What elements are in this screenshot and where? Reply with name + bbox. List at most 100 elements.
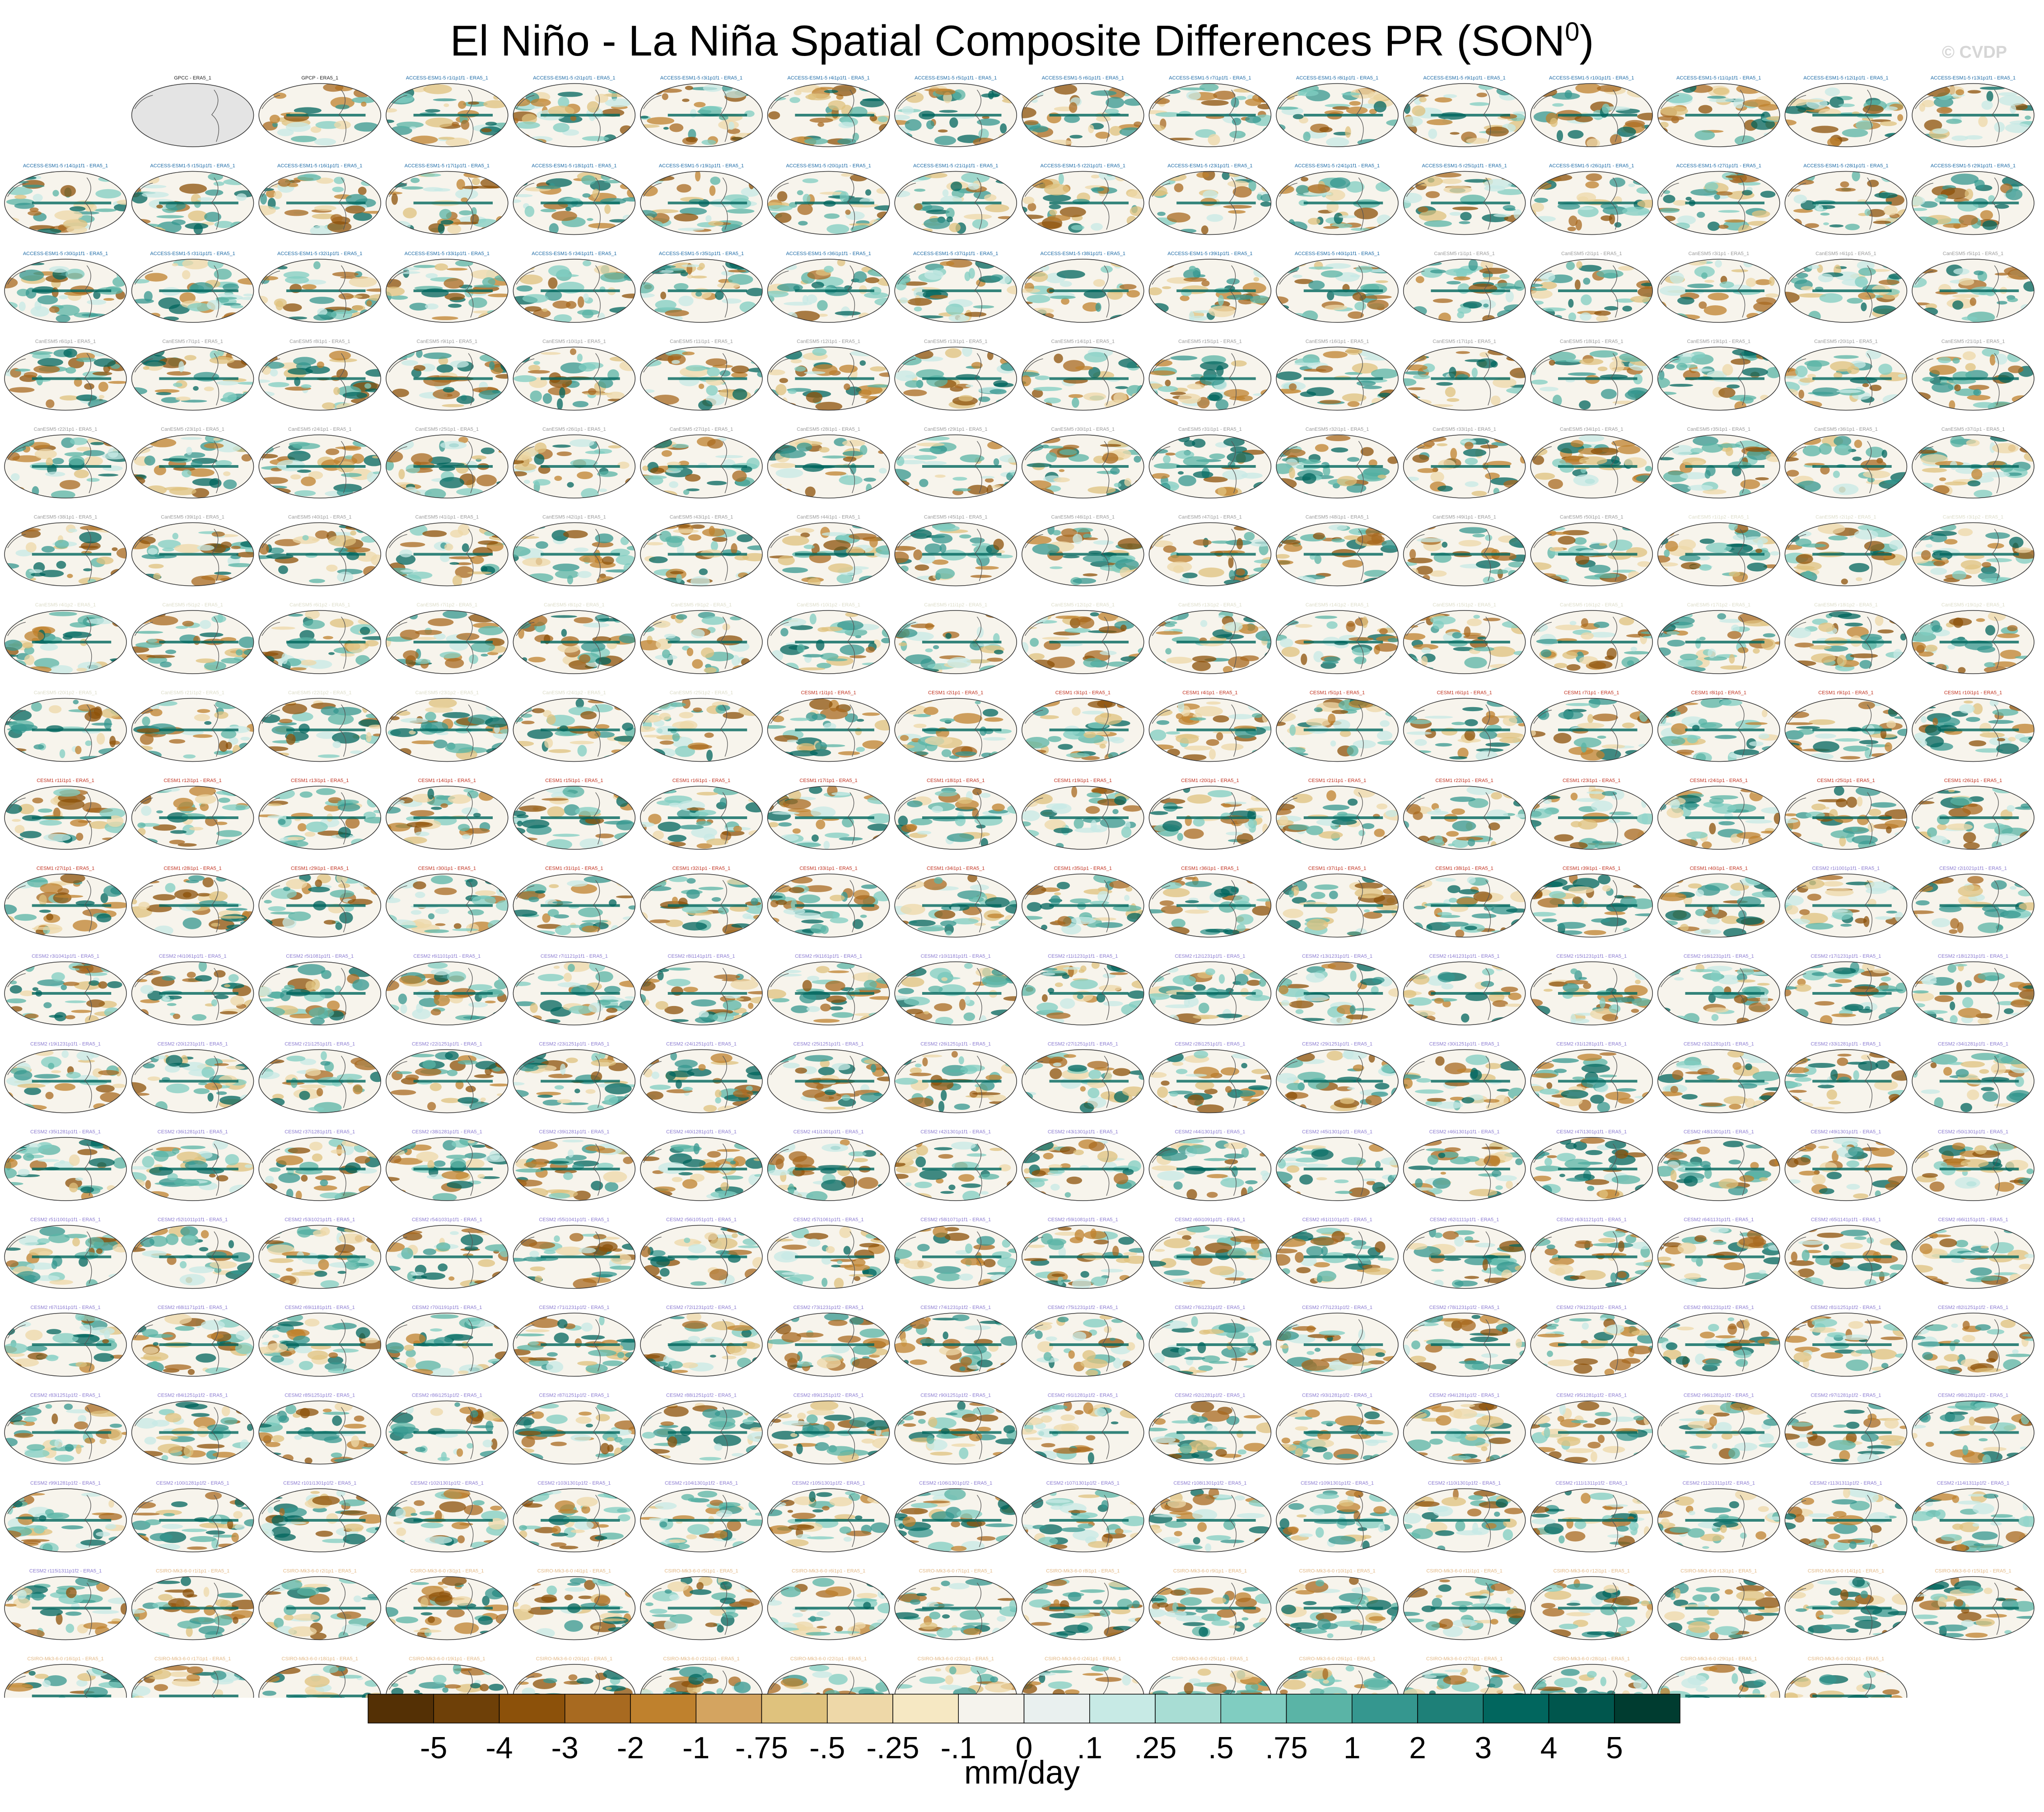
- panel-title: CanESM5 r42i1p1 - ERA5_1: [542, 515, 606, 520]
- map-panel: CESM2 r35i1281p1f1 - ERA5_1: [4, 1129, 127, 1201]
- panel-title: CanESM5 r44i1p1 - ERA5_1: [797, 515, 860, 520]
- panel-title: CESM2 r51i1001p1f1 - ERA5_1: [30, 1217, 101, 1223]
- panel-title: CESM2 r88i1251p1f2 - ERA5_1: [666, 1393, 737, 1398]
- panel-title: CESM2 r49i1301p1f1 - ERA5_1: [1811, 1129, 1881, 1135]
- panel-title: CESM2 r19i1231p1f1 - ERA5_1: [30, 1042, 101, 1047]
- map-panel: CESM2 r93i1281p1f2 - ERA5_1: [1276, 1393, 1399, 1465]
- map-panel: ACCESS-ESM1-5 r8i1p1f1 - ERA5_1: [1276, 75, 1399, 147]
- panel-title: ACCESS-ESM1-5 r39i1p1f1 - ERA5_1: [1167, 251, 1252, 256]
- panel-title: CSIRO-Mk3-6-0 r16i1p1 - ERA5_1: [27, 1656, 103, 1662]
- panel-title: CESM2 r15i1231p1f1 - ERA5_1: [1556, 954, 1627, 959]
- panel-title: CESM2 r67i1161p1f1 - ERA5_1: [30, 1305, 100, 1310]
- panel-title: CESM1 r16i1p1 - ERA5_1: [672, 778, 730, 783]
- panel-title: CESM2 r95i1281p1f2 - ERA5_1: [1556, 1393, 1627, 1398]
- map-panel: ACCESS-ESM1-5 r16i1p1f1 - ERA5_1: [258, 163, 381, 235]
- panel-title: CSIRO-Mk3-6-0 r3i1p1 - ERA5_1: [410, 1569, 484, 1574]
- panel-title: CanESM5 r13i1p1 - ERA5_1: [924, 339, 988, 345]
- panel-title: CESM1 r38i1p1 - ERA5_1: [1435, 866, 1493, 871]
- panel-title: CESM2 r30i1251p1f1 - ERA5_1: [1429, 1042, 1500, 1047]
- panel-title: CanESM5 r6i1p2 - ERA5_1: [289, 602, 350, 608]
- map-panel: CESM2 r82i1251p1f2 - ERA5_1: [1912, 1305, 2035, 1377]
- panel-title: ACCESS-ESM1-5 r22i1p1f1 - ERA5_1: [1041, 163, 1125, 169]
- panel-title: ACCESS-ESM1-5 r14i1p1f1 - ERA5_1: [23, 163, 108, 169]
- colorbar-swatch: [368, 1694, 434, 1723]
- panel-title: CanESM5 r16i1p2 - ERA5_1: [1560, 602, 1624, 608]
- panel-title: CanESM5 r9i1p2 - ERA5_1: [671, 602, 732, 608]
- panel-title: CESM2 r56i1051p1f1 - ERA5_1: [666, 1217, 737, 1223]
- map-panel: ACCESS-ESM1-5 r33i1p1f1 - ERA5_1: [386, 251, 509, 323]
- panel-title: CESM2 r57i1061p1f1 - ERA5_1: [793, 1217, 864, 1223]
- panel-title: CanESM5 r3i1p1 - ERA5_1: [1689, 251, 1750, 256]
- map-panel: CSIRO-Mk3-6-0 r11i1p1 - ERA5_1: [1403, 1569, 1526, 1640]
- map-panel: CanESM5 r41i1p1 - ERA5_1: [386, 515, 509, 587]
- map-panel: CESM2 r60i1091p1f1 - ERA5_1: [1148, 1217, 1272, 1289]
- map-panel: CSIRO-Mk3-6-0 r1i1p1 - ERA5_1: [131, 1569, 254, 1640]
- panel-title: CESM2 r79i1231p1f2 - ERA5_1: [1556, 1305, 1627, 1310]
- map-panel: ACCESS-ESM1-5 r3i1p1f1 - ERA5_1: [640, 75, 763, 147]
- panel-title: ACCESS-ESM1-5 r26i1p1f1 - ERA5_1: [1549, 163, 1634, 169]
- panel-title: CESM2 r87i1251p1f2 - ERA5_1: [539, 1393, 609, 1398]
- panel-title: CanESM5 r13i1p2 - ERA5_1: [1178, 602, 1242, 608]
- panel-title: CESM2 r59i1081p1f1 - ERA5_1: [1048, 1217, 1118, 1223]
- panel-title: ACCESS-ESM1-5 r24i1p1f1 - ERA5_1: [1295, 163, 1380, 169]
- map-panel: CanESM5 r15i1p2 - ERA5_1: [1403, 602, 1526, 674]
- panel-title: CanESM5 r10i1p1 - ERA5_1: [542, 339, 606, 345]
- panel-title: CanESM5 r23i1p1 - ERA5_1: [161, 427, 224, 432]
- panel-title: CESM2 r114i1311p1f2 - ERA5_1: [1937, 1481, 2009, 1486]
- panel-title: ACCESS-ESM1-5 r10i1p1f1 - ERA5_1: [1549, 75, 1634, 81]
- panel-title: CESM2 r66i1151p1f1 - ERA5_1: [1938, 1217, 2008, 1223]
- colorbar-tick-label: 1: [1344, 1731, 1361, 1765]
- map-panel: CESM1 r37i1p1 - ERA5_1: [1276, 866, 1399, 938]
- panel-title: CanESM5 r24i1p2 - ERA5_1: [542, 690, 606, 696]
- panel-title: CESM1 r27i1p1 - ERA5_1: [37, 866, 94, 871]
- panel-title: CESM2 r8i1141p1f1 - ERA5_1: [668, 954, 735, 959]
- panel-title: ACCESS-ESM1-5 r2i1p1f1 - ERA5_1: [533, 75, 615, 81]
- panel-title: CESM1 r29i1p1 - ERA5_1: [291, 866, 349, 871]
- panel-title: CESM1 r17i1p1 - ERA5_1: [799, 778, 857, 783]
- panel-title: CESM2 r13i1231p1f1 - ERA5_1: [1302, 954, 1372, 959]
- panel-title: CanESM5 r16i1p1 - ERA5_1: [1306, 339, 1369, 345]
- panel-title: CESM1 r30i1p1 - ERA5_1: [418, 866, 476, 871]
- panel-title: CSIRO-Mk3-6-0 r11i1p1 - ERA5_1: [1426, 1569, 1503, 1574]
- map-panel: CanESM5 r6i1p1 - ERA5_1: [4, 339, 127, 411]
- map-panel: CESM2 r51i1001p1f1 - ERA5_1: [4, 1217, 127, 1289]
- panel-title: CESM2 r50i1301p1f1 - ERA5_1: [1938, 1129, 2008, 1135]
- panel-title: CESM2 r84i1251p1f2 - ERA5_1: [158, 1393, 228, 1398]
- panel-title: CESM1 r40i1p1 - ERA5_1: [1690, 866, 1748, 871]
- map-panel: CESM1 r15i1p1 - ERA5_1: [513, 778, 636, 850]
- panel-title: CESM2 r20i1231p1f1 - ERA5_1: [158, 1042, 228, 1047]
- map-panel: CESM1 r27i1p1 - ERA5_1: [4, 866, 127, 938]
- panel-title: CanESM5 r12i1p1 - ERA5_1: [797, 339, 860, 345]
- panel-title: CanESM5 r11i1p2 - ERA5_1: [924, 602, 987, 608]
- map-panel: CESM2 r41i1301p1f1 - ERA5_1: [767, 1129, 890, 1201]
- panel-title: CESM1 r28i1p1 - ERA5_1: [163, 866, 221, 871]
- panel-title: CESM2 r34i1281p1f1 - ERA5_1: [1938, 1042, 2008, 1047]
- map-panel: CanESM5 r15i1p1 - ERA5_1: [1148, 339, 1272, 411]
- panel-title: CESM2 r101i1301p1f2 - ERA5_1: [283, 1481, 356, 1486]
- panel-title: CESM2 r74i1231p1f2 - ERA5_1: [920, 1305, 991, 1310]
- colorbar-tick-label: -.75: [735, 1731, 788, 1765]
- map-panel: CESM2 r29i1251p1f1 - ERA5_1: [1276, 1042, 1399, 1113]
- map-panel: ACCESS-ESM1-5 r14i1p1f1 - ERA5_1: [4, 163, 127, 235]
- panel-title: CanESM5 r35i1p1 - ERA5_1: [1687, 427, 1750, 432]
- panel-title: CESM2 r16i1231p1f1 - ERA5_1: [1684, 954, 1754, 959]
- map-panel: CESM2 r73i1231p1f2 - ERA5_1: [767, 1305, 890, 1377]
- map-panel: CESM1 r22i1p1 - ERA5_1: [1403, 778, 1526, 850]
- map-panel: CanESM5 r1i1p2 - ERA5_1: [1657, 515, 1780, 587]
- panel-title: CESM1 r14i1p1 - ERA5_1: [418, 778, 476, 783]
- panel-title: CESM2 r37i1281p1f1 - ERA5_1: [285, 1129, 355, 1135]
- panel-title: CESM2 r40i1281p1f1 - ERA5_1: [666, 1129, 737, 1135]
- panel-title: ACCESS-ESM1-5 r28i1p1f1 - ERA5_1: [1803, 163, 1888, 169]
- panel-title: CSIRO-Mk3-6-0 r21i1p1 - ERA5_1: [663, 1656, 739, 1662]
- map-panel: CSIRO-Mk3-6-0 r18i1p1 - ERA5_1: [258, 1656, 381, 1698]
- map-panel: ACCESS-ESM1-5 r28i1p1f1 - ERA5_1: [1784, 163, 1908, 235]
- panel-title: CESM1 r2i1p1 - ERA5_1: [928, 690, 983, 696]
- map-panel: CESM1 r38i1p1 - ERA5_1: [1403, 866, 1526, 938]
- map-panel: CESM2 r40i1281p1f1 - ERA5_1: [640, 1129, 763, 1201]
- panel-title: ACCESS-ESM1-5 r23i1p1f1 - ERA5_1: [1167, 163, 1252, 169]
- panel-title: CESM1 r1i1p1 - ERA5_1: [801, 690, 856, 696]
- panel-title: CESM1 r31i1p1 - ERA5_1: [545, 866, 603, 871]
- panel-title: CESM2 r3i1041p1f1 - ERA5_1: [32, 954, 99, 959]
- panel-title: CESM2 r39i1281p1f1 - ERA5_1: [539, 1129, 609, 1135]
- panel-title: GPCP - ERA5_1: [301, 75, 338, 81]
